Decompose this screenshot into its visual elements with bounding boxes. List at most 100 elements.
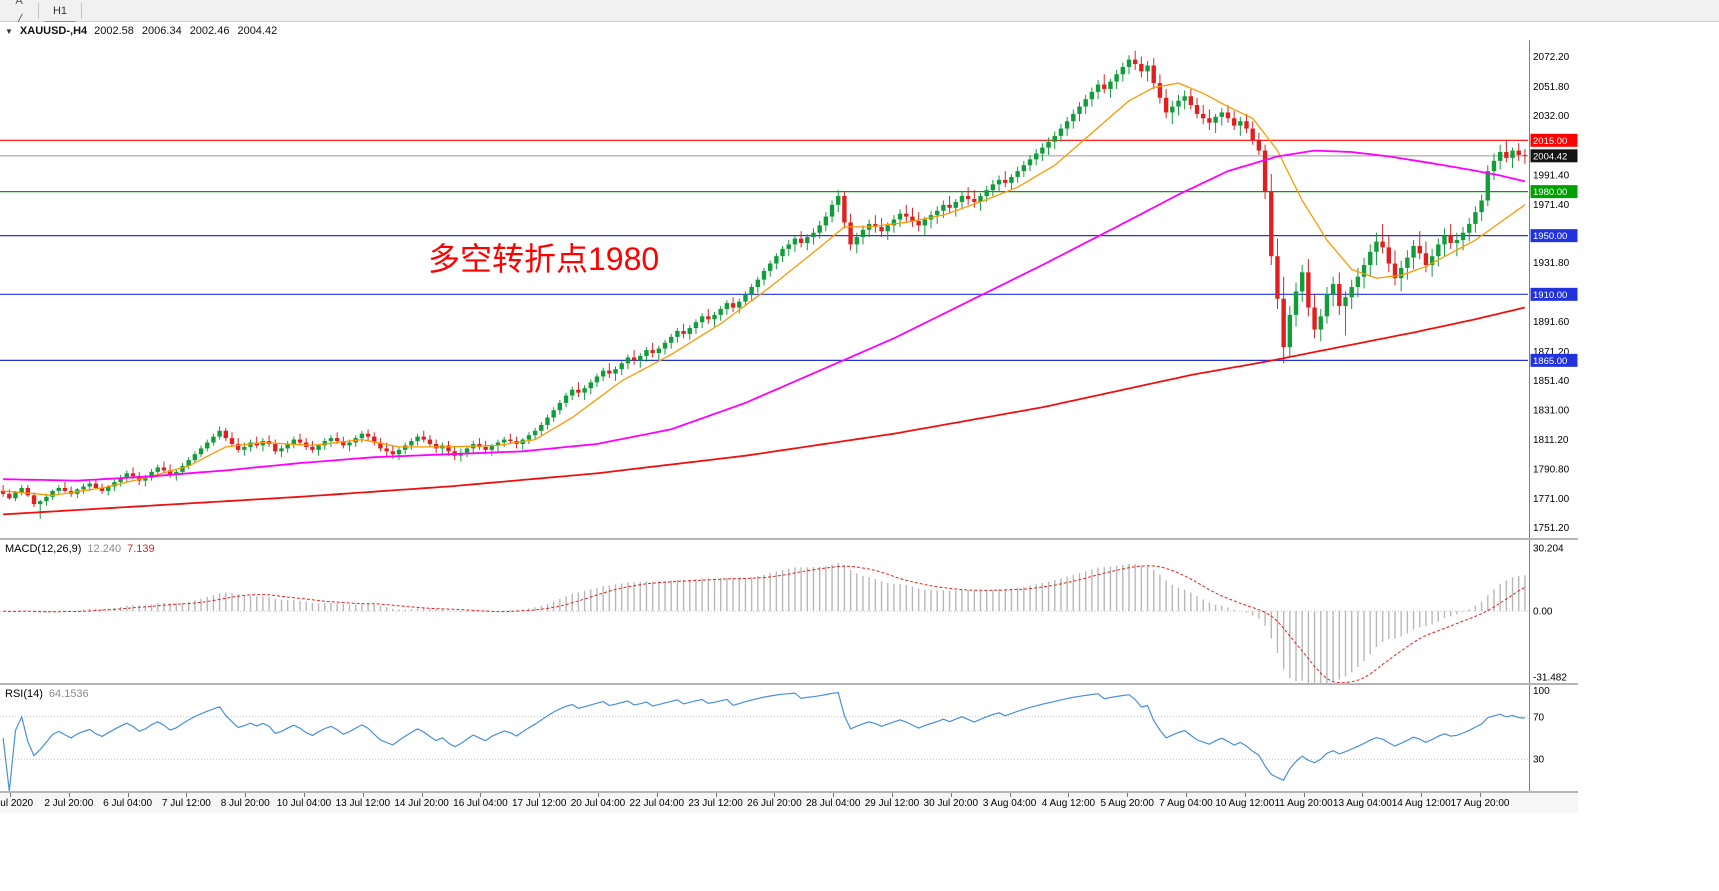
time-axis-tick [362,793,364,797]
macd-signal-line [3,565,1526,683]
price-level-badge [1530,185,1578,199]
time-axis-label: 11 Aug 20:00 [1274,798,1333,809]
time-axis-tick [715,793,717,797]
price-axis[interactable]: 2072.20 2051.80 2032.00 1991.40 1971.40 1931.… [1530,52,1578,534]
time-axis-label: 16 Jul 04:00 [453,798,508,809]
panel-separator[interactable] [0,791,1578,793]
candles-layer[interactable] [0,50,1528,519]
open-value: 2002.58 [94,25,134,37]
time-axis-tick [774,793,776,797]
current-price-badge [1530,149,1578,163]
time-axis-label: 17 Jul 12:00 [511,798,567,809]
low-value: 2002.46 [189,25,230,37]
ohlc-values: 2002.58 2006.34 2002.46 2004.42 [94,25,277,37]
time-axis-label: 5 Aug 20:00 [1100,798,1154,809]
price-level-badge [1530,229,1578,243]
time-axis-tick [10,793,11,797]
macd-axis-label: 30.204 [1533,544,1564,555]
macd-main-value: 12.240 [87,543,122,555]
time-axis-tick [245,793,247,797]
time-axis-tick [1362,793,1364,797]
time-axis-tick [598,793,599,797]
main-price-chart[interactable]: 多空转折点1980 2072.20 2051.80 2032.00 1991.40 197… [0,40,1578,538]
rsi-axis-label: 30 [1533,755,1545,766]
price-axis-label: 1871.20 [1533,347,1570,358]
macd-indicator-label: MACD(12,26,9) 12.240 7.139 [5,543,155,555]
price-axis-label: 2051.80 [1533,82,1570,93]
chart-collapse-arrow-icon[interactable]: ▼ [5,26,13,36]
price-badge-text: 1865.00 [1533,356,1567,367]
time-axis-label: 3 Aug 04:00 [982,798,1037,809]
time-axis-label: 10 Jul 04:00 [276,798,332,809]
price-axis-label: 1971.40 [1533,200,1570,211]
price-axis-label: 1790.80 [1533,465,1570,476]
time-axis-label: 13 Jul 12:00 [335,798,391,809]
time-axis-tick [1127,793,1129,797]
time-axis-tick [1480,793,1481,797]
price-axis-label: 1751.20 [1533,523,1570,534]
rsi-name: RSI(14) [5,688,43,700]
time-axis-label: 13 Aug 04:00 [1332,798,1392,809]
timeframe-button-h1[interactable]: H1 [52,4,68,17]
panel-separator[interactable] [0,683,1578,685]
time-axis-tick [833,793,835,797]
horizontal-level-lines[interactable] [0,139,1528,361]
time-axis-label: 20 Jul 04:00 [570,798,626,809]
time-axis-tick [304,793,305,797]
trendline-tool-icon[interactable]: ╱ [15,15,23,27]
time-axis-tick [186,793,188,797]
macd-axis-label: 0.00 [1533,607,1553,618]
chart-annotation-text[interactable]: 多空转折点1980 [428,241,659,277]
time-axis-tick [1009,793,1011,797]
macd-axis-label: -31.482 [1533,673,1567,684]
time-axis-label: 26 Jul 20:00 [747,798,802,809]
time-axis-label: 22 Jul 04:00 [629,798,685,809]
ma-fast-orange[interactable] [3,82,1526,496]
panel-separator[interactable] [0,538,1578,540]
rsi-indicator-panel[interactable]: 100 70 30 [0,685,1578,791]
macd-histogram [8,562,1526,683]
toolbar-separator [38,2,39,19]
time-axis-label: 23 Jul 12:00 [688,798,743,809]
price-axis-label: 1931.80 [1533,258,1570,269]
toolbar-separator [81,2,82,19]
time-axis-label: 14 Aug 12:00 [1391,798,1451,809]
price-axis-label: 2032.00 [1533,111,1570,122]
time-axis-tick [68,793,70,797]
rsi-axis-label: 70 [1533,712,1545,723]
rsi-indicator-label: RSI(14) 64.1536 [5,688,89,700]
price-axis-label: 1851.40 [1533,376,1570,387]
time-axis-label: 29 Jul 12:00 [864,798,920,809]
time-axis-label: 28 Jul 04:00 [805,798,861,809]
chart-window: ▼ XAUUSD-,H4 2002.58 2006.34 2002.46 200… [0,22,1578,813]
price-axis-label: 1891.60 [1533,317,1570,328]
time-axis-label: 14 Jul 20:00 [394,798,449,809]
time-axis-tick [950,793,952,797]
price-badge-text: 2004.42 [1533,151,1567,162]
time-axis-label: 17 Aug 20:00 [1450,798,1510,809]
price-axis-label: 1771.00 [1533,494,1570,505]
price-badge-text: 2015.00 [1533,136,1567,147]
price-axis-label: 2072.20 [1533,52,1570,63]
time-axis-tick [1303,793,1305,797]
price-axis-label: 1831.00 [1533,406,1570,417]
ma-slow-red[interactable] [3,306,1526,516]
time-axis-label: 8 Jul 20:00 [220,798,270,809]
time-axis-tick [892,793,893,797]
time-axis-label: 4 Aug 12:00 [1041,798,1096,809]
time-axis[interactable]: 1 Jul 2020 2 Jul 20:00 6 Jul 04:00 7 Jul 12… [0,793,1578,813]
ma-mid-magenta[interactable] [3,149,1526,482]
price-level-badge [1530,287,1578,301]
time-axis-tick [127,793,129,797]
time-axis-tick [480,793,482,797]
macd-signal-value: 7.139 [127,543,155,555]
time-axis-label: 6 Jul 04:00 [103,798,153,809]
price-badge-text: 1980.00 [1533,187,1567,198]
rsi-value: 64.1536 [48,688,89,700]
time-axis-label: 30 Jul 20:00 [923,798,979,809]
close-value: 2004.42 [237,25,278,37]
symbol-info-bar: ▼ XAUUSD-,H4 2002.58 2006.34 2002.46 200… [0,22,1578,40]
text-label-tool[interactable]: A [15,0,23,7]
time-axis-tick [1244,793,1246,797]
macd-indicator-panel[interactable]: 30.204 0.00 -31.482 [0,540,1578,683]
